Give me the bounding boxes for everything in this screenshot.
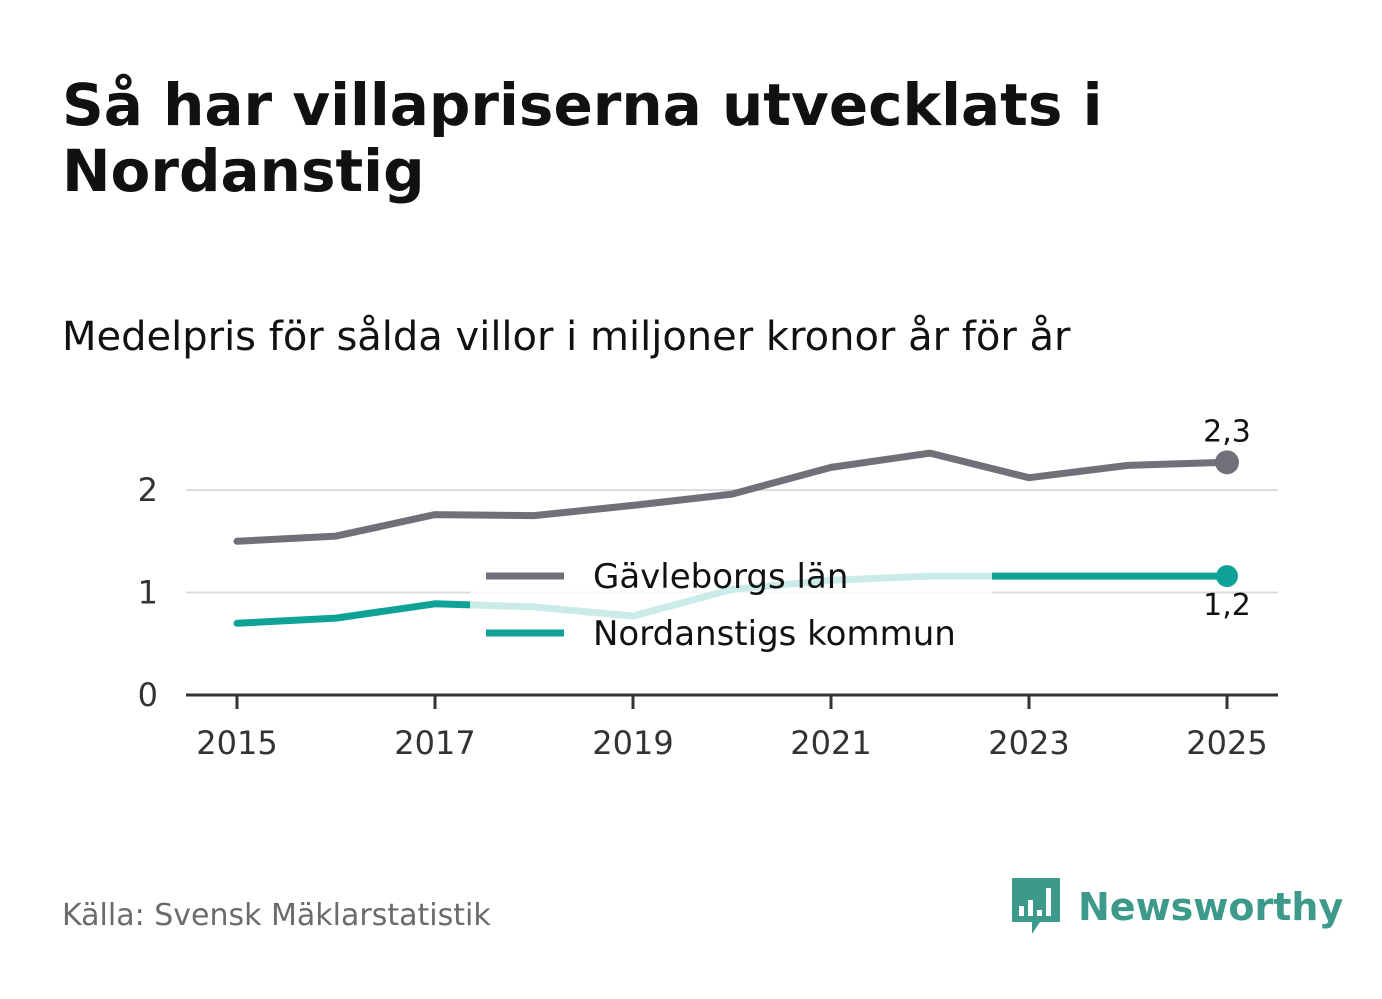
brand-name: Newsworthy <box>1078 885 1344 929</box>
series-line-gavleborg <box>233 449 1231 545</box>
legend-label: Nordanstigs kommun <box>593 614 956 654</box>
y-tick-label: 0 <box>138 676 158 714</box>
series-end-point <box>1215 450 1239 475</box>
brand-logo: Newsworthy <box>1010 876 1343 938</box>
x-tick-label: 2017 <box>394 724 475 762</box>
legend-background <box>470 548 992 660</box>
x-tick-label: 2019 <box>592 724 673 762</box>
chart-title: Så har villapriserna utvecklats i Nordan… <box>62 71 1103 205</box>
series-end-label: 1,2 <box>1203 588 1251 623</box>
tick-layer: 0 1 2 2015 2017 2019 2021 2023 2025 <box>138 471 1268 762</box>
series-end-label: 2,3 <box>1203 414 1251 449</box>
y-tick-label: 2 <box>138 471 158 509</box>
y-tick-label: 1 <box>138 574 158 612</box>
x-tick-label: 2025 <box>1186 724 1267 762</box>
legend-label: Gävleborgs län <box>593 557 848 597</box>
newsworthy-logo-icon <box>1012 878 1060 934</box>
x-tick-label: 2015 <box>196 724 277 762</box>
chart-subtitle: Medelpris för sålda villor i miljoner kr… <box>62 314 1071 360</box>
x-tick-label: 2021 <box>790 724 871 762</box>
source-note: Källa: Svensk Mäklarstatistik <box>62 898 491 933</box>
series-end-point <box>1216 565 1238 588</box>
data-label-layer: 2,3 1,2 <box>1203 414 1251 623</box>
legend: Gävleborgs län Nordanstigs kommun <box>470 548 992 660</box>
x-tick-label: 2023 <box>988 724 1069 762</box>
